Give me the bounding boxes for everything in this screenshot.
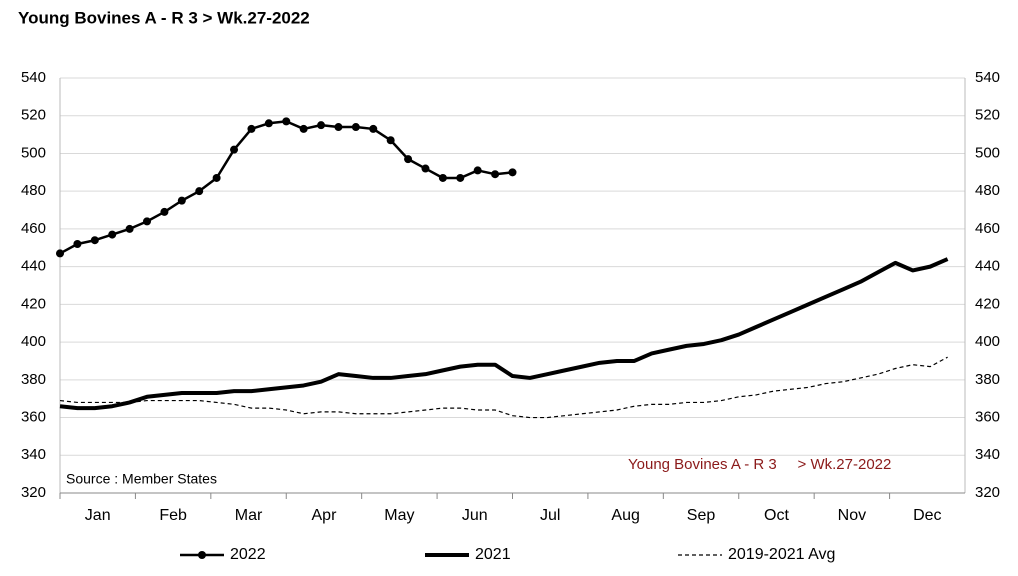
- y2-tick-label: 440: [975, 258, 1000, 275]
- y2-tick-label: 500: [975, 144, 1000, 161]
- y-tick-label: 340: [21, 446, 46, 463]
- annotation: Young Bovines A - R 3 > Wk.27-2022: [628, 456, 891, 473]
- y2-tick-label: 520: [975, 107, 1000, 124]
- y2-tick-label: 540: [975, 69, 1000, 86]
- series-marker: [334, 123, 343, 132]
- x-tick-label: Dec: [913, 507, 941, 524]
- legend-marker: [198, 551, 206, 559]
- y2-tick-label: 320: [975, 484, 1000, 501]
- x-tick-label: Aug: [611, 507, 639, 524]
- series-marker: [56, 249, 64, 258]
- chart-title: Young Bovines A - R 3 > Wk.27-2022: [18, 8, 310, 27]
- series-marker: [473, 166, 482, 175]
- x-tick-label: Nov: [838, 507, 866, 524]
- y2-tick-label: 480: [975, 182, 1000, 199]
- y-tick-label: 480: [21, 182, 46, 199]
- y2-tick-label: 460: [975, 220, 1000, 237]
- legend-label: 2022: [230, 546, 266, 563]
- y-tick-label: 400: [21, 333, 46, 350]
- x-tick-label: Apr: [312, 507, 338, 524]
- y2-tick-label: 420: [975, 295, 1000, 312]
- series-marker: [230, 145, 239, 154]
- y-tick-label: 500: [21, 144, 46, 161]
- y-tick-label: 420: [21, 295, 46, 312]
- series-marker: [351, 123, 360, 132]
- series-marker: [108, 230, 117, 239]
- x-tick-label: Mar: [235, 507, 263, 524]
- series-marker: [404, 155, 413, 164]
- x-tick-label: Oct: [764, 507, 789, 524]
- series-marker: [195, 187, 204, 196]
- x-tick-label: Feb: [159, 507, 187, 524]
- y-tick-label: 520: [21, 107, 46, 124]
- series-marker: [247, 124, 256, 133]
- series-marker: [438, 173, 447, 182]
- series-line: [59, 257, 949, 411]
- series-marker: [317, 121, 326, 130]
- y-tick-label: 360: [21, 409, 46, 426]
- series-marker: [90, 236, 99, 245]
- legend-label: 2019-2021 Avg: [728, 546, 835, 563]
- series-marker: [264, 119, 273, 128]
- y-tick-label: 320: [21, 484, 46, 501]
- series-marker: [73, 240, 82, 248]
- y2-tick-label: 380: [975, 371, 1000, 388]
- x-tick-label: Jan: [85, 507, 111, 524]
- series-marker: [177, 196, 186, 205]
- series-marker: [456, 173, 465, 182]
- y2-tick-label: 340: [975, 446, 1000, 463]
- y2-tick-label: 360: [975, 409, 1000, 426]
- series-marker: [282, 117, 291, 126]
- series-marker: [386, 136, 395, 145]
- series-marker: [212, 173, 221, 182]
- legend-label: 2021: [475, 546, 511, 563]
- y-tick-label: 380: [21, 371, 46, 388]
- y-tick-label: 440: [21, 258, 46, 275]
- y2-tick-label: 400: [975, 333, 1000, 350]
- series-marker: [143, 217, 152, 226]
- series-marker: [160, 207, 169, 216]
- series-marker: [491, 170, 500, 179]
- series-marker: [369, 124, 378, 133]
- series-marker: [421, 164, 430, 173]
- x-tick-label: Sep: [687, 507, 716, 524]
- series-line: [59, 356, 948, 419]
- series-marker: [299, 124, 308, 133]
- x-tick-label: May: [384, 507, 414, 524]
- x-tick-label: Jul: [540, 507, 560, 524]
- source-note: Source : Member States: [66, 471, 217, 487]
- x-tick-label: Jun: [462, 507, 488, 524]
- series-marker: [508, 168, 517, 177]
- y-tick-label: 460: [21, 220, 46, 237]
- series-marker: [125, 224, 134, 233]
- y-tick-label: 540: [21, 69, 46, 86]
